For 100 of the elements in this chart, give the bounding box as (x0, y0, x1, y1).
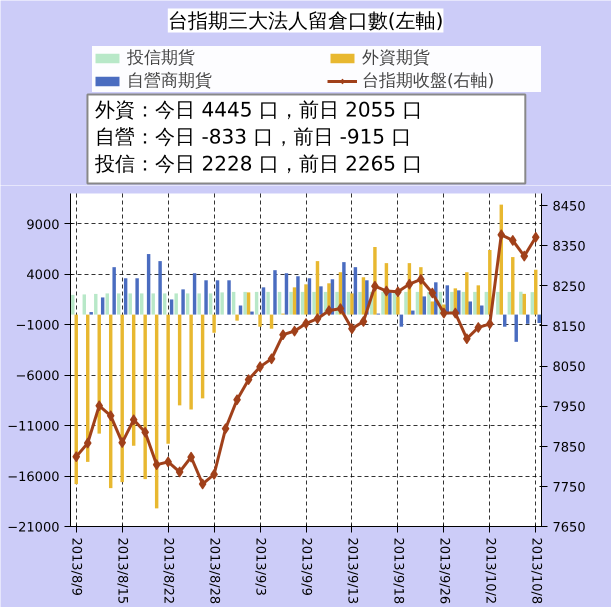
bar (170, 299, 174, 315)
bar (108, 314, 112, 488)
y2-tick-label: 8050 (552, 360, 586, 376)
legend-label: 台指期收盤(右軸) (362, 70, 496, 92)
bar (526, 314, 530, 324)
bar (284, 273, 288, 315)
x-tick-label: 2013/10/2 (482, 538, 498, 604)
text: 自營：今日 -833 口，前日 -915 口 (95, 124, 412, 148)
bar (117, 293, 120, 315)
bar (192, 273, 196, 315)
y2-tick-label: 7950 (552, 400, 586, 416)
bar (400, 314, 404, 327)
bar (530, 292, 534, 315)
bar (296, 276, 300, 315)
y2-tick-label: 8250 (552, 280, 586, 295)
y-tick-label: 4000 (26, 268, 60, 284)
bar (82, 294, 86, 315)
bar (208, 293, 212, 315)
x-tick-label: 2013/9/9 (298, 538, 314, 596)
bar (162, 293, 166, 315)
bar (362, 277, 366, 315)
bar (473, 292, 477, 315)
bar (151, 293, 155, 315)
legend-label: 自營商期貨 (127, 70, 213, 92)
text: 投信：今日 2228 口，前日 2265 口 (94, 152, 422, 176)
bar (254, 292, 258, 315)
bar (89, 312, 93, 315)
point (95, 400, 104, 412)
bar (189, 314, 193, 410)
bar (270, 314, 274, 329)
y2-tick-label: 7850 (552, 440, 586, 456)
bar (86, 314, 90, 462)
bar (266, 292, 270, 315)
x-tick-label: 2013/8/28 (206, 538, 222, 604)
x-tick-label: 2013/8/15 (114, 538, 130, 604)
x-tick-label: 2013/10/8 (528, 538, 544, 604)
bar (468, 301, 472, 315)
point (520, 250, 528, 262)
bar (289, 292, 293, 315)
bar (158, 261, 162, 315)
bar (146, 254, 150, 315)
bar (220, 292, 224, 315)
bar (519, 292, 523, 315)
bar (350, 293, 354, 315)
bar (503, 314, 506, 327)
bar (124, 278, 128, 315)
x-tick-label: 2013/8/22 (160, 538, 176, 604)
bar (106, 293, 109, 315)
y2-tick-label: 8450 (552, 200, 586, 215)
point (508, 234, 517, 246)
x-tick-label: 2013/8/9 (68, 538, 84, 596)
bar (181, 289, 185, 315)
y2-tick-label: 8150 (552, 320, 586, 335)
bar (396, 296, 400, 315)
y-tick-label: −1000 (16, 318, 60, 334)
bar (120, 314, 124, 482)
legend-label: 投信期貨 (127, 47, 196, 69)
bar (197, 293, 201, 315)
bar (480, 306, 484, 315)
bar (174, 293, 178, 315)
x-tick-label: 2013/9/13 (344, 538, 360, 604)
y-tick-label: −21000 (7, 520, 60, 536)
bar (392, 292, 396, 315)
y-tick-label: −6000 (16, 369, 60, 384)
point (141, 426, 150, 438)
bar (488, 250, 492, 315)
bar (132, 314, 136, 446)
bar (200, 314, 204, 398)
bar (430, 301, 434, 315)
point (428, 288, 436, 298)
chart-title: 台指期三大法人留倉口數(左軸) (168, 8, 444, 32)
bar (522, 294, 526, 315)
bar (100, 297, 104, 315)
bar (235, 314, 239, 321)
bar (534, 270, 538, 315)
bar (246, 292, 250, 315)
point (118, 437, 126, 448)
bar (243, 292, 247, 315)
bar (427, 292, 431, 315)
point (72, 451, 80, 462)
bar (178, 314, 182, 406)
point (474, 322, 482, 333)
bar (94, 294, 98, 315)
bar (381, 292, 385, 315)
bar (508, 292, 512, 315)
bar (212, 314, 216, 333)
bar (216, 280, 220, 315)
bar (312, 292, 316, 315)
bar (154, 314, 158, 508)
point (462, 333, 471, 344)
point (84, 438, 92, 449)
bar (166, 314, 170, 444)
x-tick-label: 2013/9/3 (252, 538, 268, 596)
point (532, 232, 540, 243)
bar (232, 292, 236, 315)
bar (300, 292, 304, 315)
bar (496, 292, 500, 315)
bar (476, 285, 480, 315)
bar (258, 314, 262, 327)
bar (308, 278, 312, 315)
